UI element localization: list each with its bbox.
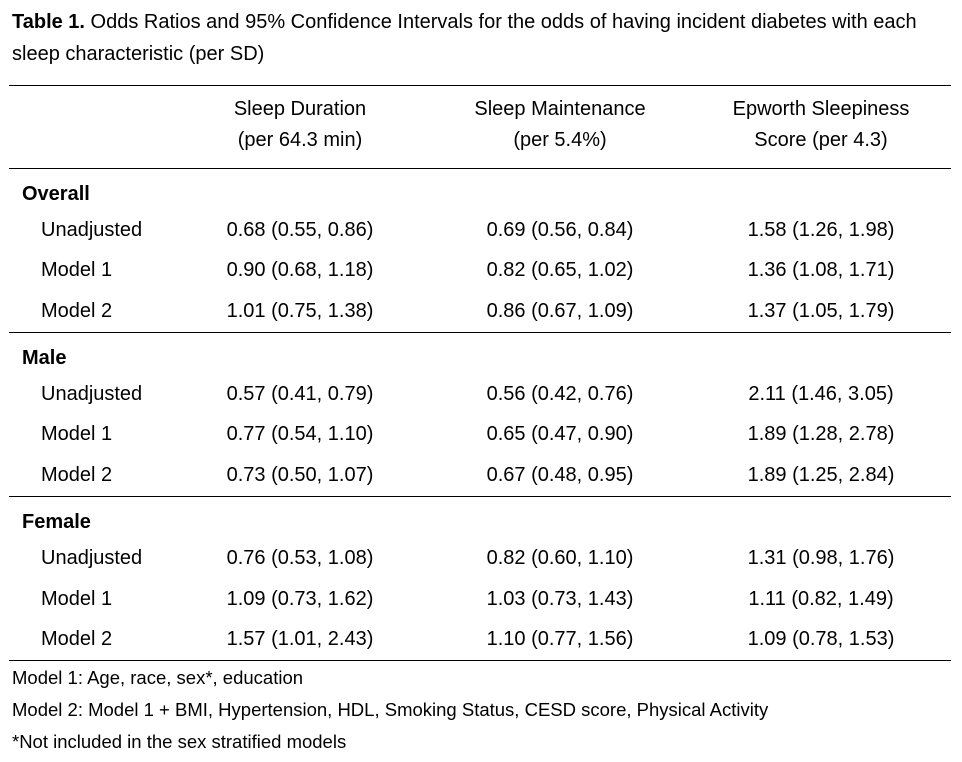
cell-epworth-score: 1.89 (1.28, 2.78) <box>747 423 895 445</box>
column-header-line-2: (per 5.4%) <box>513 129 607 151</box>
table-row: Unadjusted 0.57 (0.41, 0.79) 0.56 (0.42,… <box>0 380 962 408</box>
cell-epworth-score: 1.36 (1.08, 1.71) <box>747 259 895 281</box>
column-header-epworth-sleepiness: Epworth Sleepiness Score (per 4.3) <box>721 94 921 156</box>
column-header-line-1: Sleep Duration <box>233 98 367 120</box>
cell-sleep-duration: 1.09 (0.73, 1.62) <box>226 588 374 610</box>
cell-sleep-maintenance: 0.69 (0.56, 0.84) <box>486 219 634 241</box>
cell-sleep-maintenance: 0.82 (0.60, 1.10) <box>486 547 634 569</box>
cell-epworth-score: 1.09 (0.78, 1.53) <box>747 628 895 650</box>
table-top-rule <box>9 85 951 86</box>
column-header-sleep-maintenance: Sleep Maintenance (per 5.4%) <box>460 94 660 156</box>
group-divider-rule <box>9 332 951 333</box>
row-label: Model 1 <box>41 259 113 281</box>
footnote-model-2: Model 2: Model 1 + BMI, Hypertension, HD… <box>12 699 769 720</box>
group-heading-female: Female <box>22 511 91 533</box>
group-heading-overall: Overall <box>22 183 90 205</box>
column-header-line-1: Epworth Sleepiness <box>732 98 910 120</box>
cell-epworth-score: 1.31 (0.98, 1.76) <box>747 547 895 569</box>
cell-sleep-maintenance: 0.56 (0.42, 0.76) <box>486 383 634 405</box>
cell-sleep-maintenance: 0.65 (0.47, 0.90) <box>486 423 634 445</box>
cell-sleep-duration: 0.76 (0.53, 1.08) <box>226 547 374 569</box>
header-bottom-rule <box>9 168 951 169</box>
column-header-line-2: Score (per 4.3) <box>754 129 888 151</box>
column-header-line-2: (per 64.3 min) <box>237 129 363 151</box>
table-bottom-rule <box>9 660 951 661</box>
cell-sleep-duration: 1.01 (0.75, 1.38) <box>226 300 374 322</box>
cell-epworth-score: 1.89 (1.25, 2.84) <box>747 464 895 486</box>
table-row: Model 1 0.77 (0.54, 1.10) 0.65 (0.47, 0.… <box>0 420 962 448</box>
cell-epworth-score: 2.11 (1.46, 3.05) <box>748 383 894 405</box>
row-label: Unadjusted <box>41 219 143 241</box>
row-label: Model 1 <box>41 423 113 445</box>
cell-epworth-score: 1.58 (1.26, 1.98) <box>747 219 895 241</box>
table-row: Unadjusted 0.68 (0.55, 0.86) 0.69 (0.56,… <box>0 216 962 244</box>
row-label: Unadjusted <box>41 547 143 569</box>
group-divider-rule <box>9 496 951 497</box>
table-row: Model 2 0.73 (0.50, 1.07) 0.67 (0.48, 0.… <box>0 461 962 489</box>
table-row: Model 1 0.90 (0.68, 1.18) 0.82 (0.65, 1.… <box>0 256 962 284</box>
row-label: Unadjusted <box>41 383 143 405</box>
cell-sleep-duration: 0.68 (0.55, 0.86) <box>226 219 374 241</box>
cell-epworth-score: 1.11 (0.82, 1.49) <box>748 588 894 610</box>
cell-sleep-maintenance: 0.67 (0.48, 0.95) <box>486 464 634 486</box>
group-heading-male: Male <box>22 347 67 369</box>
cell-sleep-duration: 0.77 (0.54, 1.10) <box>226 423 374 445</box>
footnote-model-1: Model 1: Age, race, sex*, education <box>12 667 304 688</box>
table-caption: Table 1. Odds Ratios and 95% Confidence … <box>12 6 942 70</box>
cell-sleep-duration: 1.57 (1.01, 2.43) <box>226 628 374 650</box>
row-label: Model 2 <box>41 300 113 322</box>
cell-sleep-maintenance: 0.82 (0.65, 1.02) <box>486 259 634 281</box>
table-row: Model 1 1.09 (0.73, 1.62) 1.03 (0.73, 1.… <box>0 585 962 613</box>
cell-sleep-maintenance: 1.03 (0.73, 1.43) <box>486 588 634 610</box>
table-caption-text: Odds Ratios and 95% Confidence Intervals… <box>12 11 917 65</box>
cell-sleep-maintenance: 1.10 (0.77, 1.56) <box>486 628 634 650</box>
table-row: Model 2 1.57 (1.01, 2.43) 1.10 (0.77, 1.… <box>0 625 962 653</box>
cell-sleep-maintenance: 0.86 (0.67, 1.09) <box>486 300 634 322</box>
table-caption-label: Table 1. <box>12 11 85 33</box>
row-label: Model 1 <box>41 588 113 610</box>
cell-epworth-score: 1.37 (1.05, 1.79) <box>747 300 895 322</box>
column-header-sleep-duration: Sleep Duration (per 64.3 min) <box>200 94 400 156</box>
cell-sleep-duration: 0.73 (0.50, 1.07) <box>226 464 374 486</box>
cell-sleep-duration: 0.57 (0.41, 0.79) <box>226 383 374 405</box>
cell-sleep-duration: 0.90 (0.68, 1.18) <box>226 259 374 281</box>
row-label: Model 2 <box>41 464 113 486</box>
table-row: Unadjusted 0.76 (0.53, 1.08) 0.82 (0.60,… <box>0 544 962 572</box>
footnote-sex-stratified: *Not included in the sex stratified mode… <box>12 731 347 752</box>
row-label: Model 2 <box>41 628 113 650</box>
table-row: Model 2 1.01 (0.75, 1.38) 0.86 (0.67, 1.… <box>0 297 962 325</box>
column-header-line-1: Sleep Maintenance <box>474 98 646 120</box>
